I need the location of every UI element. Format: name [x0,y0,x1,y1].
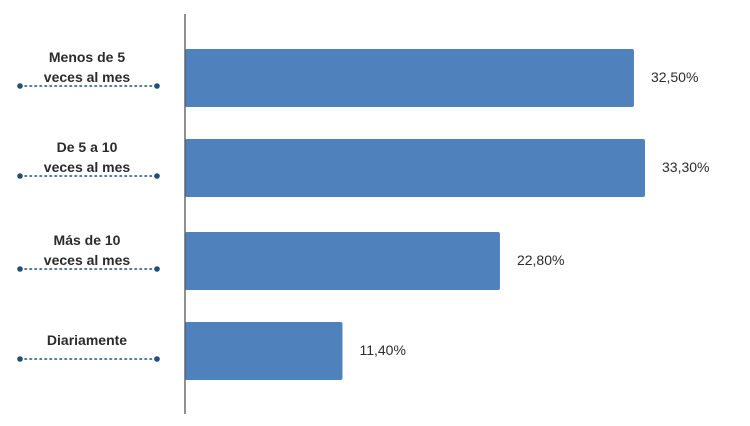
value-label-3: 11,40% [359,342,405,358]
leader-dot-left-3 [17,356,23,362]
category-label-1-line-1: veces al mes [44,159,131,175]
value-labels-layer: 32,50% 33,30% 22,80% 11,40% [359,69,709,358]
bar-0 [185,49,634,107]
bars-layer [185,49,645,380]
leader-dot-left-1 [17,173,23,179]
leader-dot-right-2 [154,266,160,272]
category-label-2-line-1: veces al mes [44,252,131,268]
leader-dot-right-1 [154,173,160,179]
category-label-1-line-0: De 5 a 10 [57,139,118,155]
category-labels-layer: Menos de 5 veces al mes De 5 a 10 veces al … [17,49,160,362]
category-label-3-line-0: Diariamente [47,332,127,348]
bar-1 [185,139,645,197]
category-label-3: Diariamente [47,332,127,348]
leader-dot-left-2 [17,266,23,272]
category-label-0: Menos de 5 veces al mes [44,49,131,85]
value-label-2: 22,80% [517,252,564,268]
category-label-2: Más de 10 veces al mes [44,232,131,268]
category-label-1: De 5 a 10 veces al mes [44,139,131,175]
bar-3 [185,322,343,380]
leader-dot-left-0 [17,83,23,89]
bar-2 [185,232,500,290]
value-label-0: 32,50% [651,69,698,85]
category-label-0-line-0: Menos de 5 [49,49,125,65]
category-label-0-line-1: veces al mes [44,69,131,85]
category-label-2-line-0: Más de 10 [54,232,121,248]
value-label-1: 33,30% [662,159,709,175]
leader-dot-right-3 [154,356,160,362]
leader-dot-right-0 [154,83,160,89]
